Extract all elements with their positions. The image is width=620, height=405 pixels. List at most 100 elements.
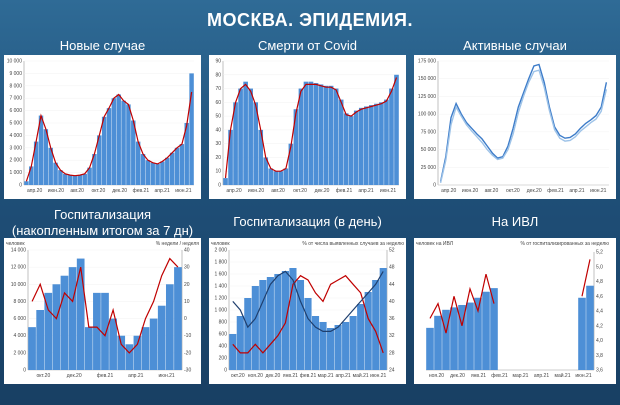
x-tick-label: мар.21: [318, 373, 334, 379]
data-bar: [288, 143, 294, 185]
x-tick-label: авг.20: [70, 188, 84, 194]
data-bar: [72, 175, 78, 185]
data-bar: [353, 110, 359, 185]
y-tick-label: 1 400: [214, 284, 227, 290]
data-bar: [289, 268, 297, 370]
data-bar: [184, 123, 189, 185]
data-bar: [53, 162, 58, 185]
data-bar: [349, 316, 357, 370]
x-tick-label: авг.20: [271, 188, 285, 194]
data-bar: [157, 305, 166, 370]
x-tick-label: июн.21: [575, 373, 591, 379]
series-line: [429, 259, 591, 334]
data-bar: [248, 88, 253, 185]
data-bar: [426, 327, 434, 370]
data-bar: [38, 115, 44, 185]
data-bar: [87, 167, 92, 185]
x-tick-label: дек.20: [265, 373, 280, 379]
x-tick-label: июн.21: [370, 373, 386, 379]
data-bar: [474, 297, 482, 370]
x-tick-label: апр.20: [27, 188, 42, 194]
data-bar: [141, 327, 150, 370]
y-tick-label: 90: [215, 59, 221, 65]
chart-deaths-panel: 0 10 20 30 40 50 60 70 80 90 апр.20 июн.20 авг.20 окт…: [209, 55, 406, 199]
y-tick-label: 5 000: [9, 121, 22, 127]
data-bar: [52, 284, 61, 370]
x-tick-label: апр.21: [155, 188, 170, 194]
x-tick-label: июн.21: [175, 188, 191, 194]
x-tick-label: янв.21: [471, 373, 486, 379]
y-tick-label: 70: [215, 86, 221, 92]
series-line: [224, 77, 398, 179]
series-line: [31, 257, 179, 354]
data-bar: [343, 113, 349, 185]
x-tick-label: окт.20: [293, 188, 307, 194]
x-tick-label: июн.21: [158, 373, 174, 379]
y2-tick-label: 40: [389, 299, 395, 305]
y-tick-label: 8 000: [9, 83, 22, 89]
data-bar: [333, 88, 339, 185]
y-tick-label: 0: [23, 368, 26, 374]
y-tick-label: 150 000: [418, 76, 436, 82]
data-bar: [251, 286, 259, 370]
data-bar: [189, 73, 194, 185]
data-bar: [149, 318, 158, 370]
x-tick-label: окт.20: [231, 373, 245, 379]
data-bar: [274, 274, 282, 370]
data-bar: [33, 141, 39, 185]
data-bar: [318, 84, 324, 185]
y-tick-label: 10 000: [7, 59, 23, 65]
data-bar: [135, 141, 141, 185]
header-hosp7-line2: (накопленным итогом за 7 дн): [11, 223, 194, 238]
chart-ivl: 3,6 3,8 4,0 4,2 4,4 4,6 4,8 5,0 5,2 ноя.20 дек.20 я…: [416, 241, 609, 379]
y-tick-label: 0: [433, 183, 436, 189]
y-tick-label: 800: [219, 320, 228, 326]
data-bar: [434, 315, 442, 370]
chart-hosp7: 0 2 000 4 000 6 000 8 000 10 000 12 000 14 000 -…: [6, 241, 200, 379]
data-bar: [106, 108, 112, 185]
y2-tick-label: 5,2: [596, 250, 603, 256]
y-axis-label: человек: [6, 241, 25, 247]
y-axis-label: человек: [211, 241, 230, 247]
y-tick-label: 10: [215, 169, 221, 175]
y2-tick-label: 24: [389, 368, 395, 374]
data-bar: [328, 85, 334, 185]
data-bar: [369, 105, 374, 185]
y-tick-label: 80: [215, 72, 221, 78]
y2-tick-label: 52: [389, 248, 395, 254]
y-tick-label: 2 000: [9, 158, 22, 164]
y-tick-label: 6 000: [13, 316, 26, 322]
y2-tick-label: 4,0: [596, 338, 603, 344]
data-bar: [263, 157, 269, 185]
y2-tick-label: 5,0: [596, 264, 603, 270]
data-bar: [121, 100, 126, 185]
data-bar: [63, 173, 68, 185]
x-tick-label: фев.21: [491, 373, 508, 379]
x-tick-label: июн.20: [48, 188, 64, 194]
data-bar: [150, 162, 155, 185]
data-bar: [155, 163, 160, 185]
series-line: [439, 63, 608, 182]
data-bar: [131, 120, 136, 185]
data-bar: [394, 74, 399, 185]
data-bar: [228, 129, 233, 185]
y-tick-label: 0: [218, 183, 221, 189]
data-bar: [253, 102, 258, 185]
data-bar: [117, 335, 126, 370]
y2-axis-label: % недели / неделя: [156, 241, 200, 247]
x-tick-label: июн.20: [248, 188, 264, 194]
y-tick-label: 200: [219, 356, 228, 362]
data-bar: [28, 327, 36, 370]
data-bar: [334, 325, 342, 370]
series-line: [25, 91, 193, 182]
y-tick-label: 175 000: [418, 59, 436, 65]
data-bar: [233, 102, 238, 185]
y-tick-label: 1 000: [9, 170, 22, 176]
header-ivl: На ИВЛ: [491, 214, 539, 229]
data-bar: [308, 81, 314, 185]
x-tick-label: июн.20: [462, 188, 478, 194]
data-bar: [313, 83, 319, 185]
header-deaths: Смерти от Covid: [257, 38, 358, 53]
y2-tick-label: 0: [184, 316, 187, 322]
y2-tick-label: 3,6: [596, 368, 603, 374]
